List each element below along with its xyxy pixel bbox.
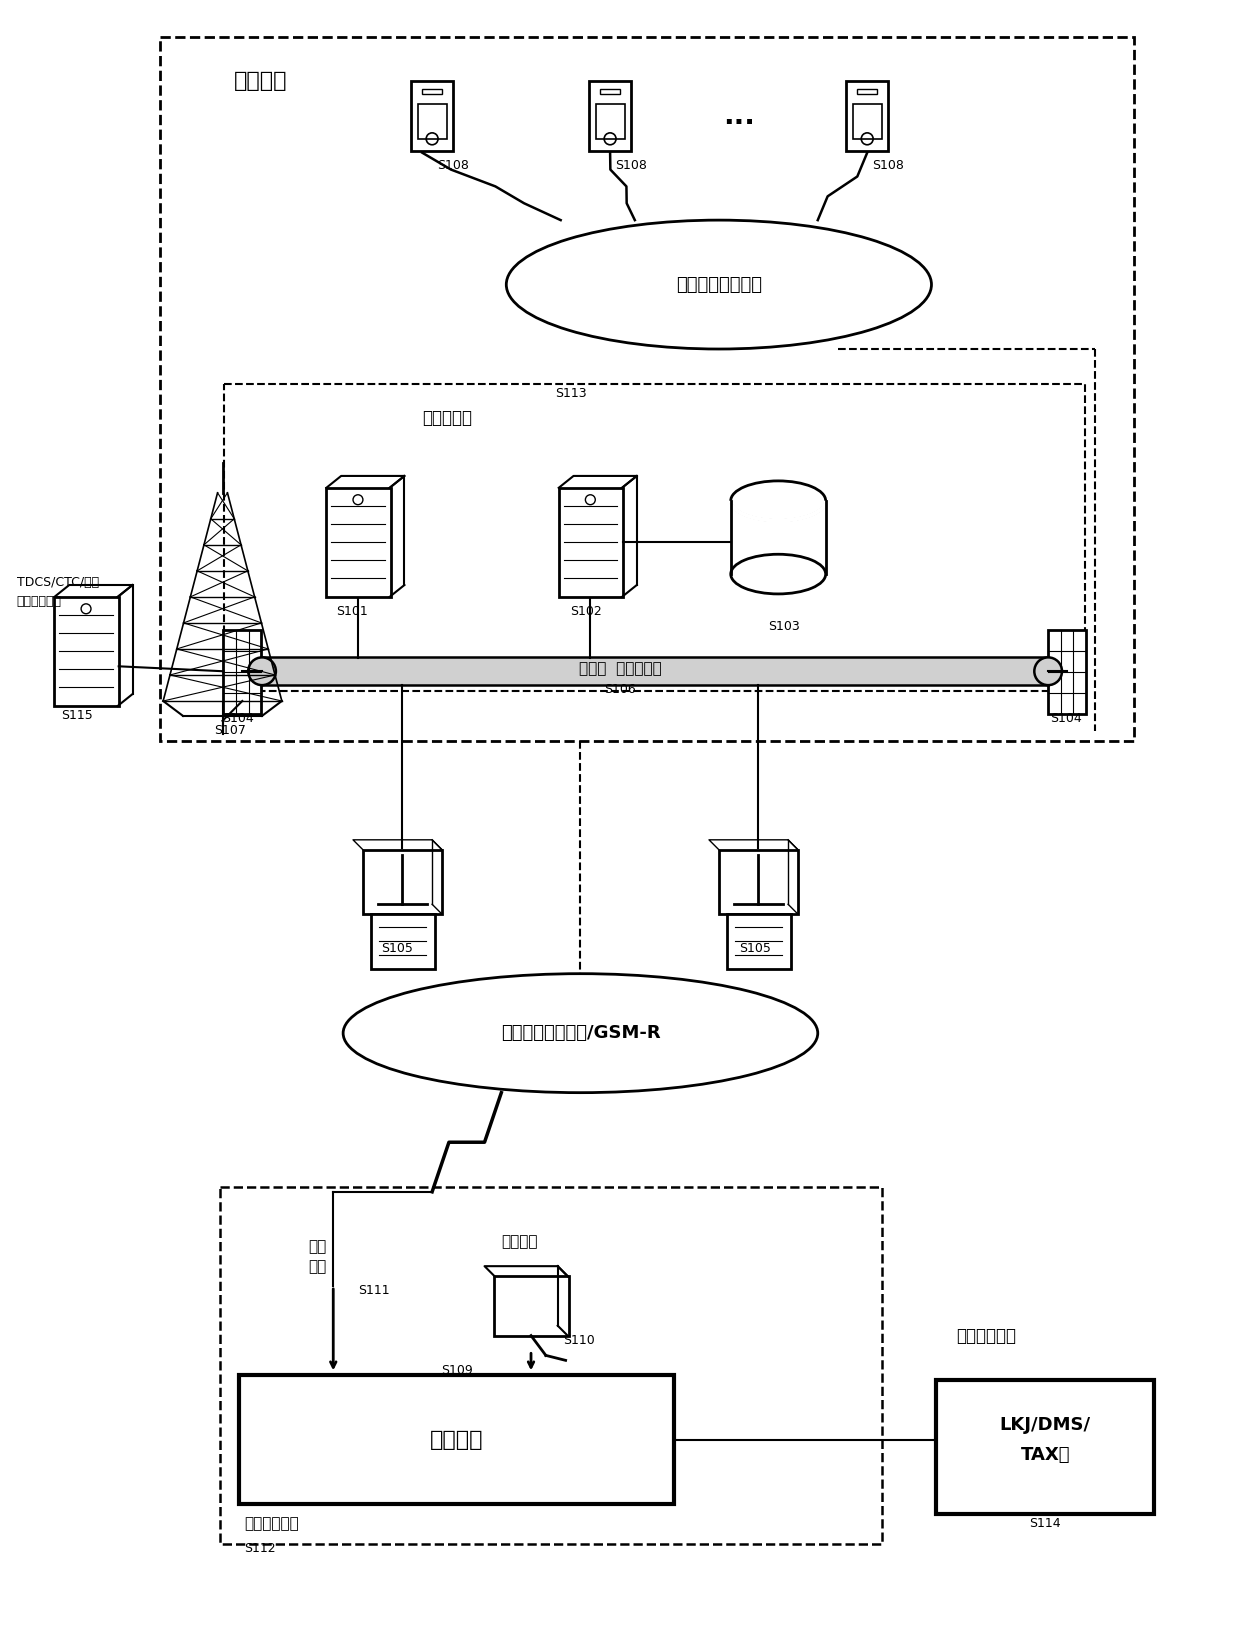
Text: S112: S112	[244, 1542, 275, 1555]
Text: S101: S101	[336, 606, 368, 619]
Text: S107: S107	[215, 724, 247, 737]
Text: S111: S111	[358, 1285, 389, 1298]
Bar	[371, 913, 435, 969]
Text: S105: S105	[739, 943, 770, 956]
Bar	[495, 1277, 569, 1336]
Text: TDCS/CTC/信号: TDCS/CTC/信号	[17, 576, 99, 589]
Text: S109: S109	[441, 1364, 472, 1377]
Text: 系统车载设备: 系统车载设备	[244, 1516, 299, 1532]
Text: 外部车载设备: 外部车载设备	[956, 1326, 1017, 1344]
Bar	[559, 488, 622, 598]
Text: S108: S108	[615, 159, 647, 172]
Text: 显示单元: 显示单元	[501, 1234, 538, 1249]
Text: 微机监测系统: 微机监测系统	[17, 596, 62, 609]
Text: S105: S105	[381, 943, 413, 956]
Text: 天线: 天线	[309, 1259, 327, 1274]
Bar	[223, 630, 262, 714]
Bar	[1048, 630, 1086, 714]
Text: 综合: 综合	[309, 1239, 327, 1254]
Bar	[719, 850, 799, 913]
Text: 车载主机: 车载主机	[430, 1429, 484, 1450]
Bar	[600, 90, 620, 95]
Bar	[853, 105, 883, 139]
Text: ...: ...	[723, 101, 755, 129]
Text: 地面服务器: 地面服务器	[423, 409, 472, 427]
Text: S114: S114	[1029, 1517, 1061, 1531]
Text: S115: S115	[61, 709, 93, 722]
Text: TAX箱: TAX箱	[1021, 1445, 1070, 1463]
Bar	[55, 598, 119, 706]
Bar	[224, 383, 1085, 691]
Bar	[847, 82, 888, 151]
Bar	[418, 105, 448, 139]
Text: S103: S103	[769, 620, 800, 634]
Circle shape	[248, 658, 275, 686]
Bar	[262, 658, 1048, 686]
Bar	[727, 913, 791, 969]
Bar	[363, 850, 441, 913]
Text: LKJ/DMS/: LKJ/DMS/	[999, 1416, 1091, 1434]
Text: S110: S110	[563, 1334, 594, 1347]
Text: S104: S104	[1050, 712, 1081, 725]
Bar	[326, 488, 391, 598]
Text: S104: S104	[222, 712, 254, 725]
Bar	[423, 90, 441, 95]
Bar	[219, 1187, 882, 1544]
Text: 移动无线通信网络: 移动无线通信网络	[676, 275, 761, 293]
Text: S113: S113	[554, 386, 587, 399]
Bar	[596, 105, 625, 139]
Text: 地面设备: 地面设备	[234, 72, 288, 92]
Bar	[936, 1380, 1154, 1514]
Bar	[239, 1375, 675, 1504]
Text: S108: S108	[436, 159, 469, 172]
Bar	[857, 90, 877, 95]
Bar	[412, 82, 453, 151]
Text: 移动无线通信网络/GSM-R: 移动无线通信网络/GSM-R	[501, 1025, 660, 1043]
Text: 以太网  网络交换机: 以太网 网络交换机	[579, 661, 661, 676]
Text: S108: S108	[872, 159, 904, 172]
Text: S106: S106	[604, 683, 636, 696]
Circle shape	[1034, 658, 1061, 686]
Bar	[589, 82, 631, 151]
Bar	[160, 36, 1135, 740]
Text: S102: S102	[570, 606, 603, 619]
